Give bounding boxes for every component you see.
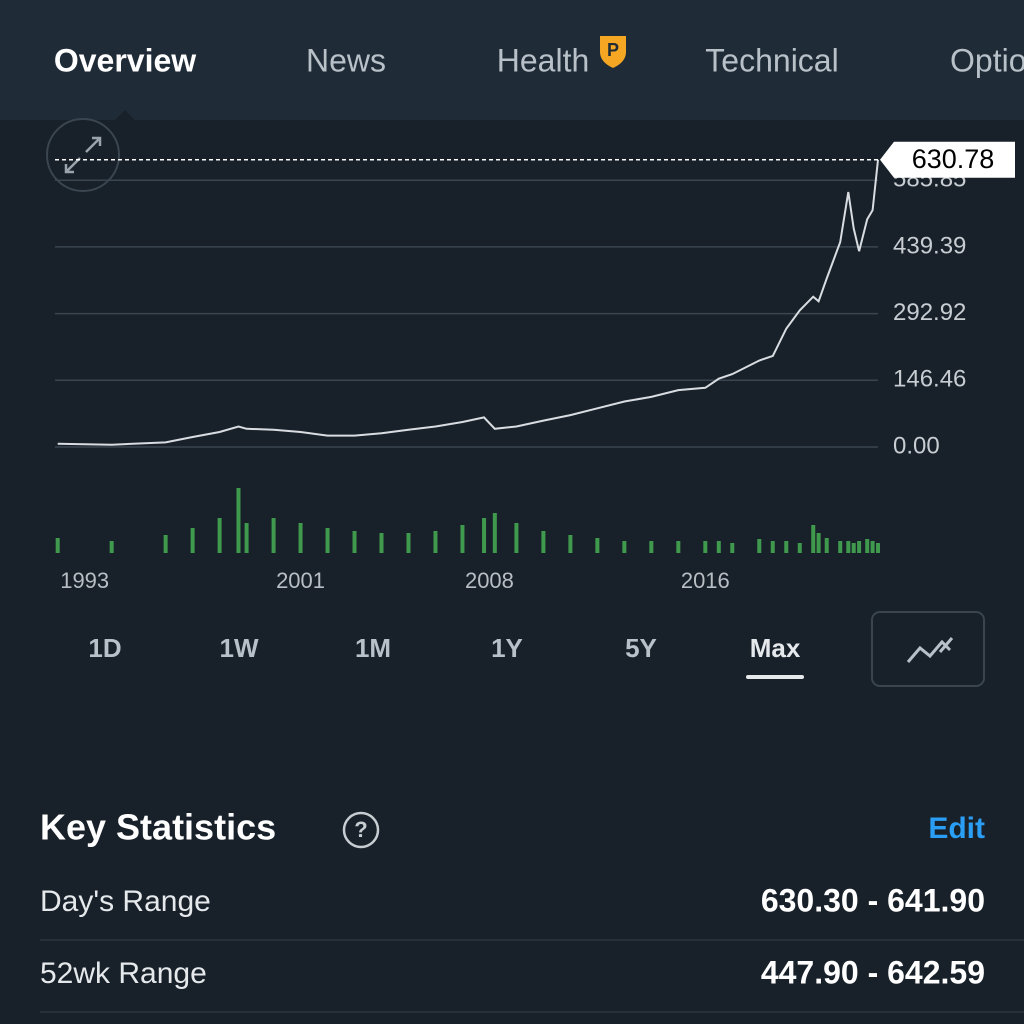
- stat-value: 447.90 - 642.59: [761, 954, 985, 990]
- volume-bar: [109, 541, 114, 553]
- volume-bar: [838, 541, 843, 553]
- chart-type-button[interactable]: [871, 611, 985, 687]
- volume-bar: [298, 523, 303, 553]
- volume-bar: [811, 525, 816, 553]
- volume-bar: [492, 513, 497, 553]
- volume-bar: [325, 528, 330, 553]
- range-button[interactable]: Max: [750, 633, 801, 663]
- x-tick-label: 2008: [465, 568, 514, 593]
- volume-bar: [865, 539, 870, 553]
- tab[interactable]: Health: [497, 42, 590, 78]
- volume-bar: [379, 533, 384, 553]
- stat-label: 52wk Range: [40, 957, 207, 990]
- stat-value: 630.30 - 641.90: [761, 882, 985, 918]
- last-price-tag: [880, 141, 1015, 178]
- tab[interactable]: Technical: [705, 42, 838, 78]
- volume-bar: [816, 533, 821, 553]
- volume-bar: [757, 539, 762, 553]
- section-title: Key Statistics: [40, 807, 276, 848]
- volume-bar: [163, 535, 168, 553]
- volume-bar: [676, 541, 681, 553]
- expand-button[interactable]: [46, 118, 120, 192]
- last-price-label: 630.78: [912, 144, 995, 174]
- volume-bar: [460, 525, 465, 553]
- x-tick-label: 2016: [681, 568, 730, 593]
- help-mark: ?: [354, 817, 367, 842]
- volume-bar: [857, 541, 862, 553]
- volume-bar: [595, 538, 600, 553]
- volume-bar: [482, 518, 487, 553]
- volume-bar: [271, 518, 276, 553]
- volume-bar: [797, 543, 802, 553]
- y-tick-label: 146.46: [893, 366, 966, 393]
- volume-bar: [514, 523, 519, 553]
- y-tick-label: 439.39: [893, 232, 966, 259]
- tab-bar: [0, 0, 1024, 120]
- expand-icon: [64, 136, 102, 174]
- range-underline: [746, 675, 804, 679]
- volume-bar: [784, 541, 789, 553]
- badge-letter: P: [607, 40, 619, 60]
- stat-label: Day's Range: [40, 885, 211, 918]
- volume-bar: [851, 543, 856, 553]
- volume-bar: [622, 541, 627, 553]
- volume-bar: [703, 541, 708, 553]
- badge: [600, 36, 626, 68]
- range-button[interactable]: 1W: [220, 633, 259, 663]
- volume-bar: [730, 543, 735, 553]
- price-line: [57, 159, 879, 446]
- range-button[interactable]: 5Y: [625, 633, 657, 663]
- edit-link[interactable]: Edit: [928, 812, 985, 845]
- chart-type-icon: [906, 637, 954, 663]
- x-tick-label: 1993: [60, 568, 109, 593]
- volume-bar: [870, 541, 875, 553]
- volume-bar: [876, 543, 880, 553]
- volume-bar: [541, 531, 546, 553]
- range-button[interactable]: 1M: [355, 633, 391, 663]
- volume-bar: [190, 528, 195, 553]
- tab[interactable]: News: [306, 42, 386, 78]
- range-button[interactable]: 1Y: [491, 633, 523, 663]
- volume-bar: [236, 488, 241, 553]
- volume-bar: [846, 541, 851, 553]
- tab[interactable]: Overview: [54, 42, 196, 78]
- range-button[interactable]: 1D: [88, 633, 121, 663]
- volume-bar: [244, 523, 249, 553]
- x-tick-label: 2001: [276, 568, 325, 593]
- volume-bar: [55, 538, 60, 553]
- volume-bar: [824, 538, 829, 553]
- volume-bar: [649, 541, 654, 553]
- volume-bar: [716, 541, 721, 553]
- volume-bar: [770, 541, 775, 553]
- tab-notch: [115, 110, 135, 120]
- help-icon[interactable]: [342, 811, 380, 849]
- volume-bar: [433, 531, 438, 553]
- y-tick-label: 0.00: [893, 432, 940, 459]
- tab[interactable]: Options: [950, 42, 1024, 78]
- volume-bar: [568, 535, 573, 553]
- volume-bar: [406, 533, 411, 553]
- volume-bar: [217, 518, 222, 553]
- volume-bar: [352, 531, 357, 553]
- y-tick-label: 292.92: [893, 299, 966, 326]
